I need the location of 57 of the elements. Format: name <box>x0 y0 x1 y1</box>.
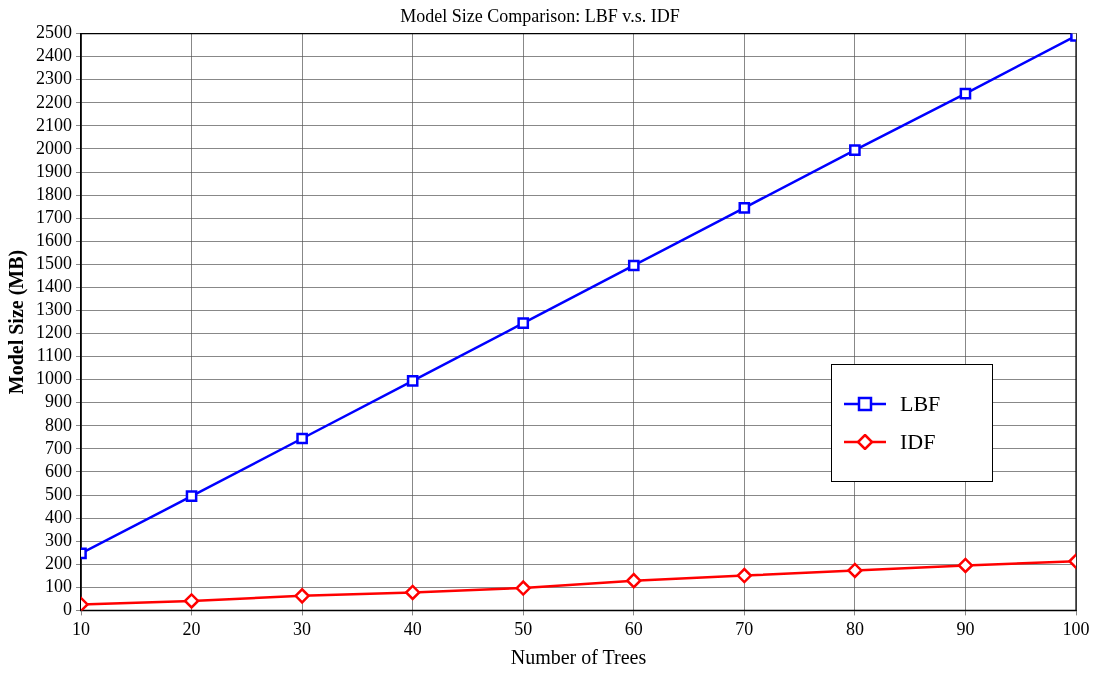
x-tick-label: 70 <box>735 618 754 639</box>
x-tick-label: 60 <box>624 618 643 639</box>
y-tick-label: 100 <box>45 576 72 597</box>
y-tick-label: 1500 <box>36 253 72 274</box>
x-tick-label: 20 <box>182 618 201 639</box>
y-axis-title: Model Size (MB) <box>5 249 29 395</box>
point <box>183 593 200 609</box>
y-tick-label: 0 <box>63 599 72 620</box>
legend-label: LBF <box>900 391 941 417</box>
y-tick-label: 700 <box>45 437 72 458</box>
point <box>406 374 419 387</box>
point <box>515 580 531 596</box>
y-tick-label: 2100 <box>36 114 72 135</box>
y-tick-label: 900 <box>45 391 72 412</box>
point <box>736 567 753 584</box>
y-tick-label: 2400 <box>36 45 72 66</box>
chart-title: Model Size Comparison: LBF v.s. IDF <box>400 5 680 26</box>
y-tick-label: 1700 <box>36 206 72 227</box>
x-tick-label: 30 <box>293 618 312 639</box>
point <box>294 588 310 604</box>
point <box>626 572 642 589</box>
y-tick-label: 500 <box>45 483 72 504</box>
y-tick-label: 1600 <box>36 229 72 250</box>
y-tick-label: 1000 <box>36 368 72 389</box>
point <box>185 490 198 503</box>
x-tick-label: 90 <box>956 618 975 639</box>
y-tick-label: 2000 <box>36 137 72 158</box>
y-tick-label: 1300 <box>36 299 72 320</box>
y-tick-label: 1100 <box>36 345 72 366</box>
point <box>738 201 751 214</box>
y-tick-label: 400 <box>45 506 72 527</box>
y-tick-label: 2200 <box>36 91 72 112</box>
y-tick-label: 300 <box>45 529 72 550</box>
x-tick-label: 80 <box>845 618 864 639</box>
y-tick-label: 800 <box>45 414 72 435</box>
point <box>296 432 308 445</box>
y-tick-label: 600 <box>45 460 72 481</box>
y-tick-label: 200 <box>45 552 72 573</box>
x-axis-title: Number of Trees <box>510 646 647 669</box>
point <box>959 87 972 100</box>
y-tick-label: 1800 <box>36 183 72 204</box>
point <box>849 144 861 156</box>
point <box>627 259 640 272</box>
point <box>517 317 530 329</box>
point <box>847 562 863 579</box>
y-tick-label: 1900 <box>36 160 72 181</box>
x-tick-label: 50 <box>514 618 533 639</box>
y-tick-label: 1200 <box>36 322 72 343</box>
y-tick-label: 1400 <box>36 276 72 297</box>
legend-label: IDF <box>900 429 936 455</box>
x-tick-label: 10 <box>72 618 90 639</box>
x-tick-label: 40 <box>403 618 422 639</box>
point <box>957 557 974 574</box>
y-tick-label: 2500 <box>36 22 72 43</box>
point <box>404 584 421 601</box>
y-tick-label: 2300 <box>36 68 72 89</box>
x-tick-label: 100 <box>1062 618 1090 639</box>
